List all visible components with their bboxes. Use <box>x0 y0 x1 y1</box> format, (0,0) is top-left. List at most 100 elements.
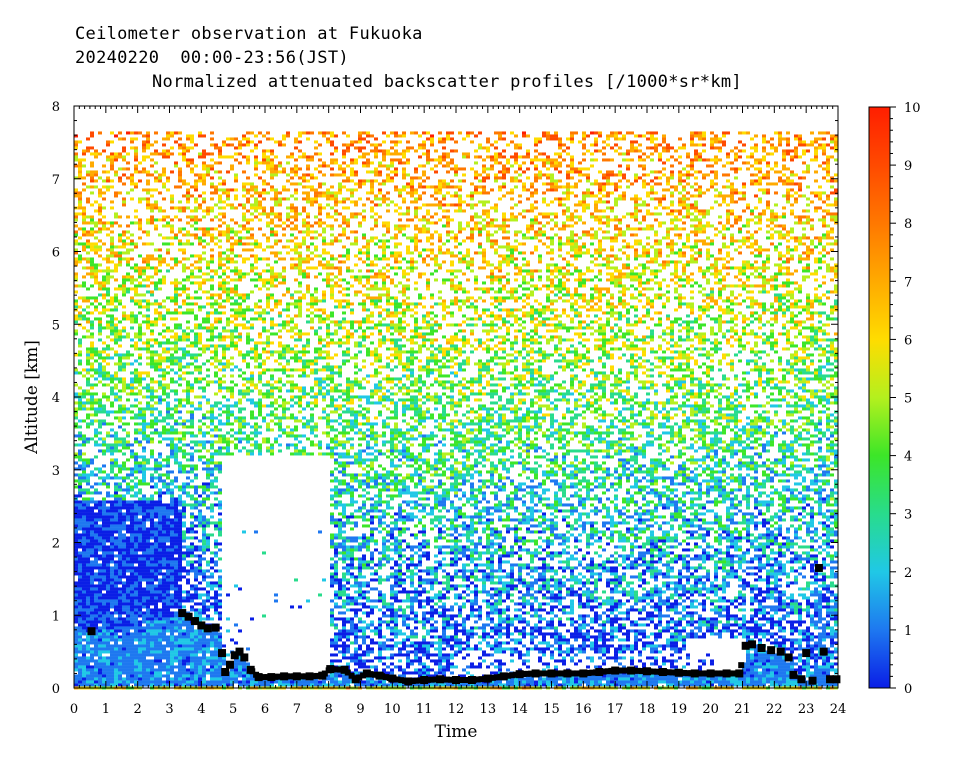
y-tick-label: 8 <box>52 100 60 115</box>
cloud-base-marker <box>524 670 531 677</box>
colorbar-tick-label: 8 <box>904 217 912 232</box>
x-tick-label: 22 <box>766 702 783 717</box>
y-tick-label: 0 <box>52 682 60 697</box>
cloud-base-marker <box>190 617 199 626</box>
cloud-base-marker <box>390 675 397 682</box>
cloud-base-marker <box>184 612 193 621</box>
cloud-base-marker <box>298 673 305 680</box>
cloud-base-marker <box>348 672 355 679</box>
cloud-base-marker <box>715 670 722 677</box>
x-tick-label: 11 <box>416 702 433 717</box>
cloud-base-marker <box>585 669 592 676</box>
cloud-base-marker <box>776 647 785 656</box>
cloud-base-marker <box>608 667 615 674</box>
cloud-base-marker <box>329 666 336 673</box>
cloud-base-marker <box>789 670 798 679</box>
cloud-base-marker <box>512 671 519 678</box>
cloud-base-marker <box>505 672 512 679</box>
cloud-base-marker <box>570 670 577 677</box>
x-tick-label: 17 <box>607 702 624 717</box>
cloud-base-marker <box>520 671 527 678</box>
x-tick-label: 1 <box>102 702 110 717</box>
cloud-base-marker <box>650 668 657 675</box>
cloud-base-marker <box>684 670 691 677</box>
colorbar-tick-label: 5 <box>904 392 912 407</box>
colorbar-gradient <box>868 106 891 689</box>
cloud-base-marker <box>501 673 508 680</box>
cloud-base-marker <box>470 676 477 683</box>
cloud-base-marker <box>711 670 718 677</box>
cloud-base-marker <box>627 667 634 674</box>
x-tick-label: 15 <box>543 702 560 717</box>
cloud-base-marker <box>455 676 462 683</box>
x-tick-label: 0 <box>70 702 78 717</box>
y-tick-label: 6 <box>52 246 60 261</box>
cloud-base-marker <box>547 670 554 677</box>
backscatter-field <box>74 131 838 690</box>
cloud-base-marker <box>253 671 260 678</box>
colorbar-tick-label: 6 <box>904 333 912 348</box>
cloud-base-marker <box>451 676 458 683</box>
y-tick-label: 4 <box>52 391 60 406</box>
cloud-base-marker <box>741 641 750 650</box>
cloud-base-marker <box>409 678 416 685</box>
cloud-base-marker <box>256 674 263 681</box>
cloud-base-marker <box>432 676 439 683</box>
cloud-base-marker <box>615 667 622 674</box>
cloud-base-marker <box>344 669 351 676</box>
y-tick-label: 2 <box>52 537 60 552</box>
x-tick-label: 10 <box>384 702 401 717</box>
cloud-base-marker <box>394 676 401 683</box>
cloud-base-marker <box>421 676 428 683</box>
cloud-base-marker <box>826 675 835 684</box>
colorbar-tick-label: 0 <box>904 682 912 697</box>
cloud-base-marker <box>819 647 828 656</box>
cloud-base-marker <box>673 669 680 676</box>
cloud-base-marker <box>363 670 370 677</box>
cloud-base-marker <box>260 674 267 681</box>
cloud-base-marker <box>398 677 405 684</box>
x-tick-label: 18 <box>639 702 656 717</box>
cloud-base-marker <box>87 627 96 636</box>
cloud-base-marker <box>379 673 386 680</box>
x-tick-label: 2 <box>134 702 142 717</box>
cloud-base-marker <box>235 647 244 656</box>
cloud-base-marker <box>658 668 665 675</box>
cloud-base-marker <box>444 676 451 683</box>
x-tick-label: 8 <box>325 702 333 717</box>
cloud-base-marker <box>197 621 206 630</box>
cloud-base-marker <box>447 676 454 683</box>
cloud-base-marker <box>295 673 302 680</box>
cloud-base-marker <box>459 676 466 683</box>
cloud-base-marker <box>814 563 823 572</box>
cloud-base-marker <box>802 649 811 658</box>
cloud-base-marker <box>665 669 672 676</box>
colorbar-tick-label: 9 <box>904 159 912 174</box>
colorbar <box>868 106 891 689</box>
cloud-base-marker <box>734 670 741 677</box>
cloud-base-marker <box>631 667 638 674</box>
chart-title-date-range: 20240220 00:00-23:56(JST) <box>75 48 349 68</box>
x-axis-title: Time <box>435 722 478 742</box>
colorbar-tick-labels: 0 1 2 3 4 5 6 7 8 9 10 <box>890 101 921 697</box>
cloud-base-marker <box>306 673 313 680</box>
cloud-base-marker <box>619 667 626 674</box>
cloud-base-markers <box>87 563 841 686</box>
cloud-base-marker <box>539 670 546 677</box>
x-tick-label: 6 <box>261 702 269 717</box>
cloud-base-marker <box>279 673 286 680</box>
colorbar-tick-label: 2 <box>904 566 912 581</box>
cloud-base-marker <box>386 674 393 681</box>
cloud-base-marker <box>291 673 298 680</box>
cloud-base-marker <box>314 672 321 679</box>
x-tick-label: 23 <box>798 702 815 717</box>
cloud-base-marker <box>405 678 412 685</box>
x-tick-label: 19 <box>671 702 688 717</box>
cloud-base-marker <box>642 668 649 675</box>
cloud-base-marker <box>325 667 332 674</box>
x-tick-label: 9 <box>356 702 364 717</box>
cloud-base-marker <box>497 673 504 680</box>
cloud-base-marker <box>268 674 275 681</box>
cloud-base-marker <box>832 675 841 684</box>
cloud-base-marker <box>654 668 661 675</box>
